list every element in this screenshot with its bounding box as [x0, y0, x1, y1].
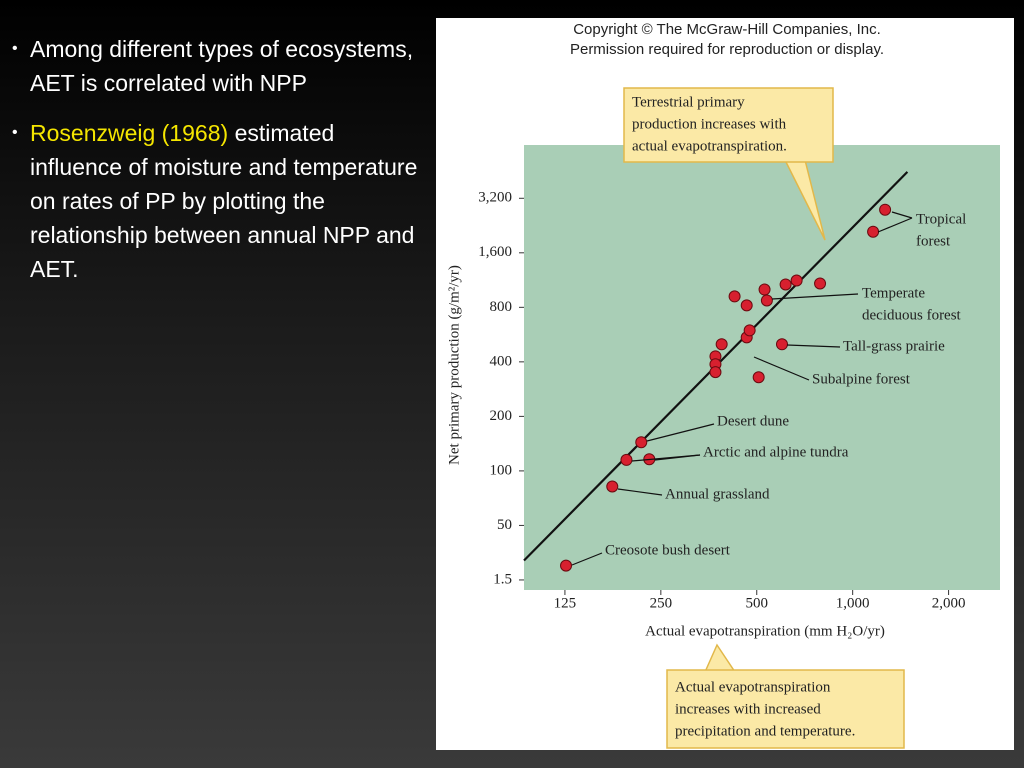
callout-text: Terrestrial primary [632, 94, 745, 110]
data-point [790, 274, 803, 287]
annotation: deciduous forest [862, 307, 962, 323]
y-tick-label: 200 [490, 408, 513, 424]
data-point [606, 480, 619, 493]
bullet: Among different types of ecosystems, AET… [12, 32, 422, 100]
annotation: Desert dune [717, 413, 789, 429]
x-tick-label: 2,000 [932, 595, 966, 611]
annotation: Arctic and alpine tundra [703, 444, 849, 460]
bullet: Rosenzweig (1968) estimated influence of… [12, 116, 422, 286]
leader-line [771, 293, 859, 300]
callout-text: precipitation and temperature. [675, 723, 855, 739]
callout-box [623, 87, 834, 163]
figure: Copyright © The McGraw-Hill Companies, I… [436, 18, 1014, 750]
x-axis-title: Actual evapotranspiration (mm H₂O/yr) [645, 623, 885, 639]
leader-line [654, 454, 701, 461]
annotation: Subalpine forest [812, 371, 911, 387]
data-point [740, 299, 753, 312]
y-tick-label: 100 [490, 462, 513, 478]
data-point [743, 324, 756, 337]
data-point [814, 277, 827, 290]
data-point [728, 290, 741, 303]
callout-text: increases with increased [675, 701, 821, 717]
annotation: Temperate [862, 285, 925, 301]
data-point [867, 225, 880, 238]
data-point [620, 453, 633, 466]
annotation: Creosote bush desert [605, 542, 731, 558]
y-tick-label: 1.5 [493, 571, 512, 587]
leader-line [891, 211, 913, 219]
callout-text: actual evapotranspiration. [632, 138, 787, 154]
annotation: forest [916, 233, 951, 249]
y-tick-label: 50 [497, 517, 512, 533]
x-tick-label: 250 [650, 595, 673, 611]
bullet-text: Among different types of ecosystems, AET… [30, 36, 414, 96]
leader-line [753, 356, 810, 381]
leader-line [646, 423, 715, 442]
data-point [560, 559, 573, 572]
data-point [635, 436, 648, 449]
x-tick-label: 125 [554, 595, 577, 611]
leader-line [617, 488, 663, 496]
y-tick-label: 3,200 [478, 190, 512, 206]
annotation: Tropical [916, 211, 966, 227]
y-tick-label: 800 [490, 299, 513, 315]
y-axis-title: Net primary production (g/m²/yr) [446, 265, 462, 465]
bullet-highlight: Rosenzweig (1968) [30, 120, 229, 146]
data-point [709, 366, 722, 379]
y-tick-label: 400 [490, 353, 513, 369]
copyright: Permission required for reproduction or … [570, 41, 884, 58]
data-point [758, 283, 771, 296]
bullet-list: Among different types of ecosystems, AET… [12, 32, 422, 302]
y-tick-label: 1,600 [478, 244, 512, 260]
annotation: Tall-grass prairie [843, 338, 945, 354]
annotation: Annual grassland [665, 486, 770, 502]
data-point [715, 338, 728, 351]
data-point [775, 338, 788, 351]
x-tick-label: 1,000 [836, 595, 870, 611]
leader-line [786, 344, 841, 348]
leader-line [877, 217, 913, 233]
callout-box [666, 669, 905, 749]
data-point [879, 203, 892, 216]
callout-text: production increases with [632, 116, 787, 132]
bullet-text: estimated influence of moisture and temp… [30, 120, 418, 282]
data-point [779, 278, 792, 291]
data-point [752, 371, 765, 384]
copyright: Copyright © The McGraw-Hill Companies, I… [573, 21, 881, 38]
data-point [760, 294, 773, 307]
callout-text: Actual evapotranspiration [675, 679, 831, 695]
x-tick-label: 500 [746, 595, 769, 611]
plot-area [524, 145, 1000, 590]
leader-line [571, 552, 603, 566]
